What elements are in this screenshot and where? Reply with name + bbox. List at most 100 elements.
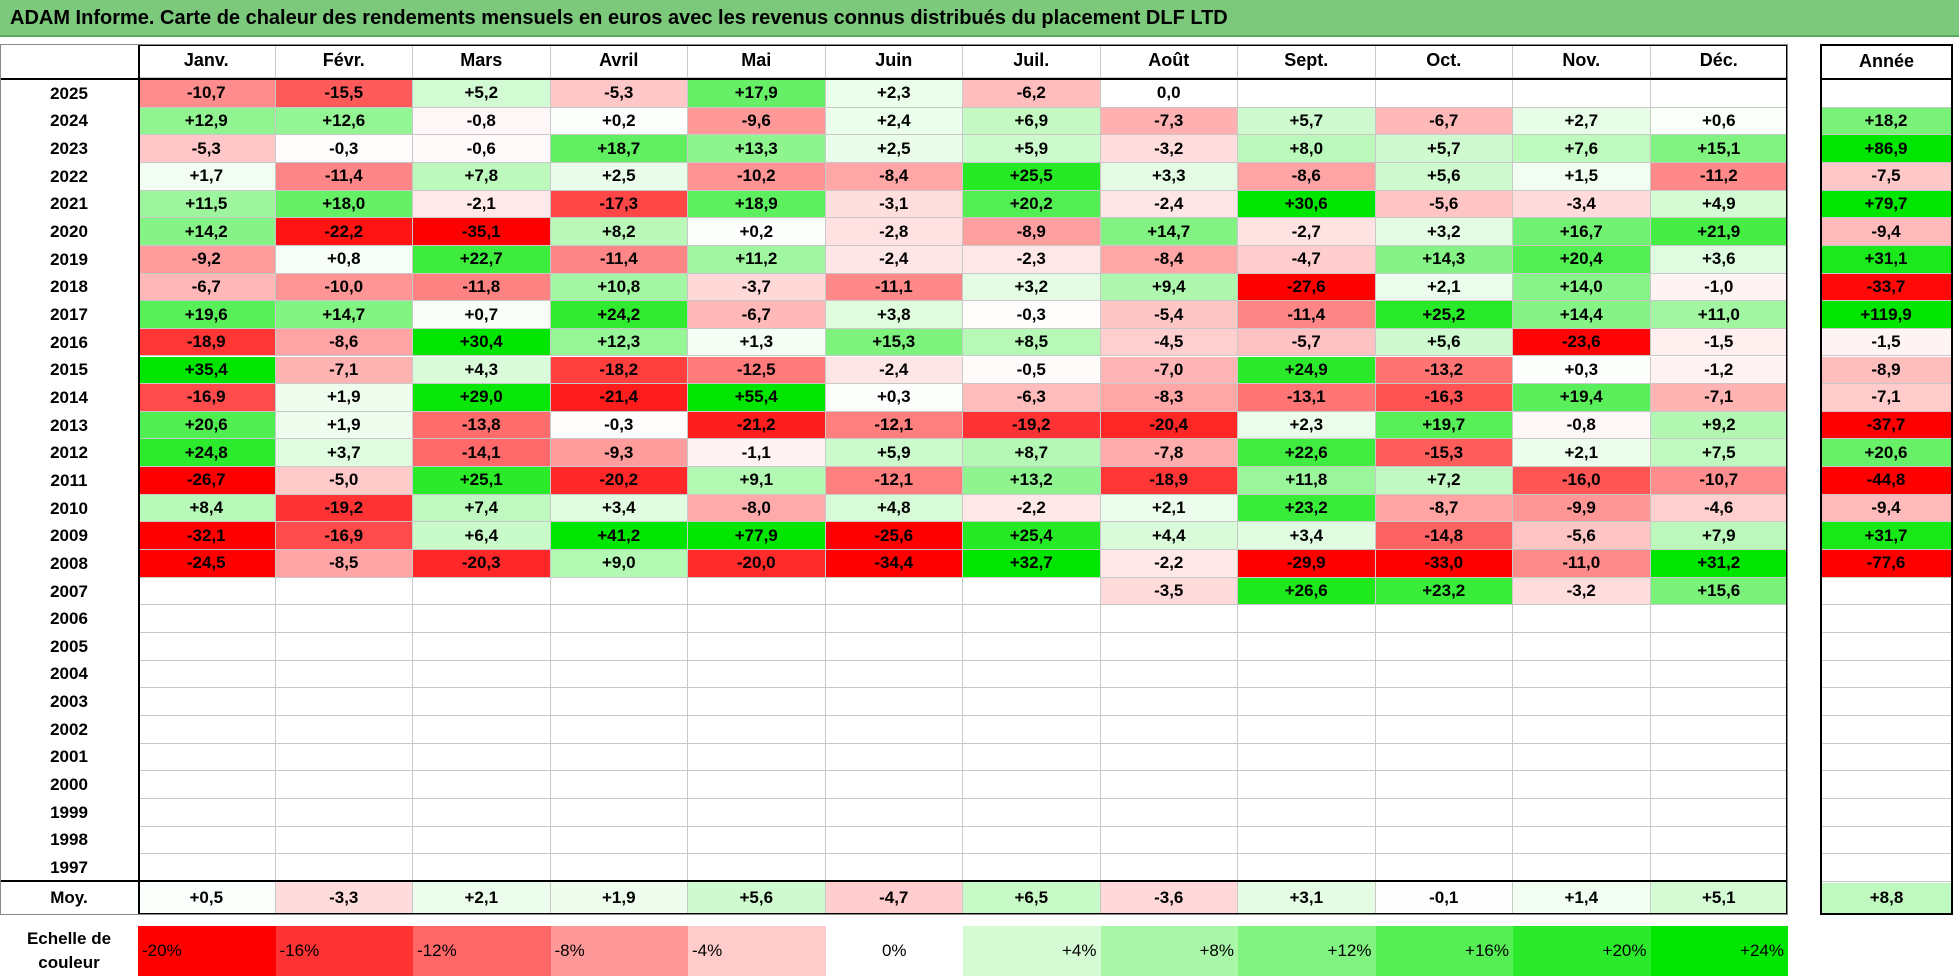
heatmap-cell: +5,7 — [1375, 135, 1513, 163]
heatmap-cell — [550, 633, 688, 661]
heatmap-cell — [275, 826, 413, 855]
heatmap-cell — [1100, 715, 1238, 744]
heatmap-cell: +1,7 — [138, 162, 276, 191]
heatmap-cell — [275, 660, 413, 689]
year-label: 1999 — [0, 798, 138, 827]
year-label: 2016 — [0, 328, 138, 357]
heatmap-cell — [550, 771, 688, 799]
heatmap-cell — [138, 605, 276, 633]
heatmap-cell: +6,4 — [413, 522, 551, 551]
heatmap-cell — [1375, 660, 1513, 689]
heatmap-cell: -9,2 — [138, 245, 276, 274]
heatmap-cell — [1650, 80, 1788, 108]
average-label: Moy. — [0, 881, 138, 915]
heatmap-cell: +2,1 — [1100, 494, 1238, 523]
heatmap-cell — [1513, 771, 1651, 799]
heatmap-cell: -9,6 — [688, 107, 826, 136]
heatmap-cell — [550, 605, 688, 633]
heatmap-cell: -20,4 — [1100, 411, 1238, 440]
year-label: 2008 — [0, 550, 138, 578]
heatmap-cell — [1238, 854, 1376, 882]
year-label: 2022 — [0, 162, 138, 191]
heatmap-cell: -7,0 — [1100, 356, 1238, 385]
heatmap-cell: -3,2 — [1100, 135, 1238, 163]
heatmap-cell: -29,9 — [1238, 550, 1376, 578]
average-cell: +2,1 — [413, 881, 551, 915]
heatmap-cell: -1,0 — [1650, 273, 1788, 302]
heatmap-cell: -5,6 — [1375, 190, 1513, 219]
heatmap-cell — [1238, 605, 1376, 633]
heatmap-cell: +8,7 — [963, 439, 1101, 468]
heatmap-cell: -20,2 — [550, 467, 688, 495]
heatmap-cell: +24,8 — [138, 439, 276, 468]
average-cell: -0,1 — [1375, 881, 1513, 915]
year-label: 2006 — [0, 605, 138, 633]
heatmap-cell: -19,2 — [275, 494, 413, 523]
heatmap-cell: +8,4 — [138, 494, 276, 523]
heatmap-cell — [1100, 743, 1238, 772]
heatmap-cell — [963, 633, 1101, 661]
heatmap-cell — [1513, 80, 1651, 108]
heatmap-cell — [825, 854, 963, 882]
heatmap-cell: -16,9 — [138, 384, 276, 412]
heatmap-cell: -0,8 — [1513, 411, 1651, 440]
heatmap-cell: -8,6 — [275, 328, 413, 357]
heatmap-cell: -10,7 — [138, 80, 276, 108]
heatmap-cell — [275, 605, 413, 633]
heatmap-cell: -15,5 — [275, 80, 413, 108]
heatmap-cell: +11,0 — [1650, 301, 1788, 329]
heatmap-cell: -8,9 — [963, 218, 1101, 246]
heatmap-cell: -13,1 — [1238, 384, 1376, 412]
annual-cell — [1820, 798, 1953, 827]
heatmap-cell: -8,4 — [1100, 245, 1238, 274]
heatmap-cell: -13,8 — [413, 411, 551, 440]
heatmap-cell: -0,3 — [963, 301, 1101, 329]
heatmap-cell: +0,2 — [550, 107, 688, 136]
heatmap-cell: +7,8 — [413, 162, 551, 191]
heatmap-cell: +4,8 — [825, 494, 963, 523]
annual-cell: +79,7 — [1820, 190, 1953, 219]
heatmap-cell — [1375, 798, 1513, 827]
heatmap-cell — [1375, 715, 1513, 744]
heatmap-cell: -5,3 — [138, 135, 276, 163]
heatmap-cell — [413, 660, 551, 689]
heatmap-cell: -5,4 — [1100, 301, 1238, 329]
heatmap-cell: +1,3 — [688, 328, 826, 357]
heatmap-cell: +4,3 — [413, 356, 551, 385]
year-label: 2005 — [0, 633, 138, 661]
heatmap-cell — [138, 660, 276, 689]
heatmap-cell — [275, 688, 413, 716]
heatmap-cell — [550, 798, 688, 827]
year-label: 2019 — [0, 245, 138, 274]
heatmap-cell — [1100, 798, 1238, 827]
heatmap-cell: +14,3 — [1375, 245, 1513, 274]
annual-cell: -77,6 — [1820, 550, 1953, 578]
heatmap-cell: +3,3 — [1100, 162, 1238, 191]
year-label: 2023 — [0, 135, 138, 163]
heatmap-cell: -11,4 — [1238, 301, 1376, 329]
heatmap-cell: +18,9 — [688, 190, 826, 219]
heatmap-cell: +5,9 — [963, 135, 1101, 163]
heatmap-cell: +22,7 — [413, 245, 551, 274]
heatmap-cell: +5,2 — [413, 80, 551, 108]
heatmap-cell — [138, 771, 276, 799]
heatmap-cell — [413, 633, 551, 661]
annual-cell: -7,5 — [1820, 162, 1953, 191]
heatmap-cell — [275, 633, 413, 661]
heatmap-cell: -0,3 — [275, 135, 413, 163]
heatmap-cell: +15,1 — [1650, 135, 1788, 163]
heatmap-cell: -9,3 — [550, 439, 688, 468]
heatmap-cell: -0,8 — [413, 107, 551, 136]
heatmap-cell: +19,7 — [1375, 411, 1513, 440]
heatmap-cell: +17,9 — [688, 80, 826, 108]
heatmap-cell — [825, 771, 963, 799]
heatmap-cell: -13,2 — [1375, 356, 1513, 385]
annual-cell — [1820, 633, 1953, 661]
annual-column-header: Année — [1820, 44, 1953, 78]
heatmap-cell: +22,6 — [1238, 439, 1376, 468]
heatmap-cell — [1513, 660, 1651, 689]
heatmap-cell — [1650, 688, 1788, 716]
average-cell: -3,3 — [275, 881, 413, 915]
heatmap-cell: +3,6 — [1650, 245, 1788, 274]
heatmap-cell: -24,5 — [138, 550, 276, 578]
